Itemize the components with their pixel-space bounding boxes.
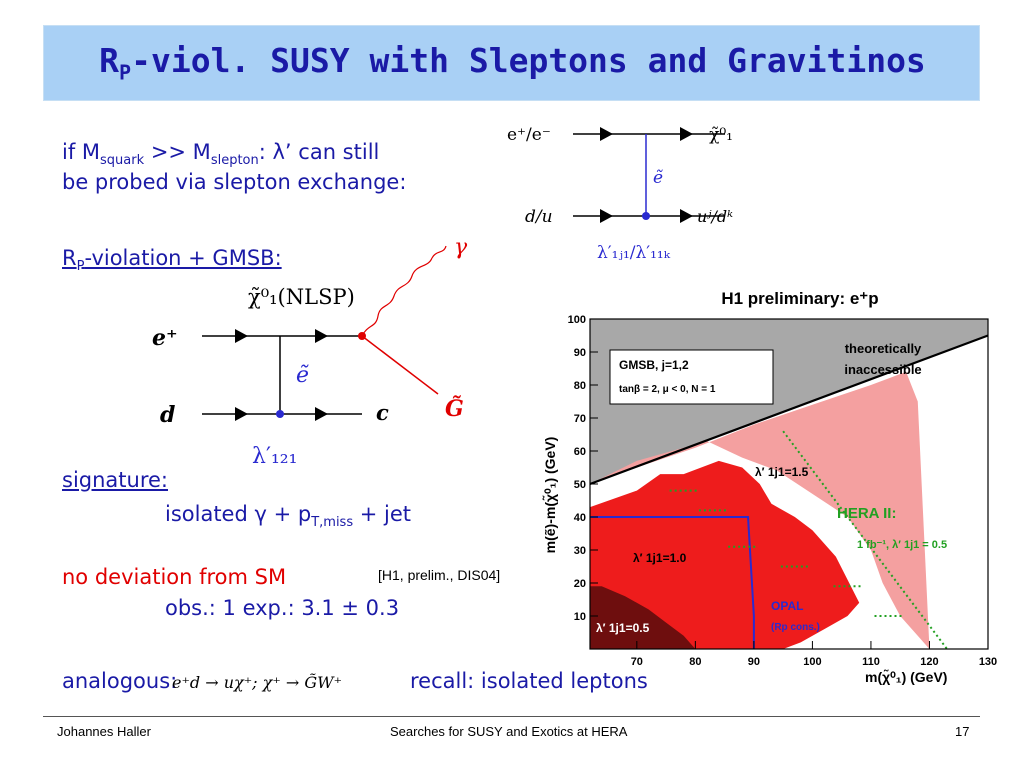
y-tick-label: 90 [574,347,586,359]
top-coupling-label: λ′₁ⱼ₁/λ′₁₁ₖ [597,243,671,263]
footer-talk: Searches for SUSY and Exotics at HERA [390,724,628,739]
signature-heading: signature: [62,468,168,492]
gmsb-heading: RP-violation + GMSB: [62,246,282,275]
opal-label: OPAL [771,599,803,613]
feynman-diagram-main: χ̃⁰₁(NLSP) γ G̃ e⁺ d c ẽ λ′₁₂₁ [152,235,468,469]
inaccessible-label-2: inaccessible [844,362,921,377]
y-tick-label: 60 [574,446,586,458]
gravitino-label: G̃ [445,396,464,422]
x-tick-label: 70 [631,656,643,668]
main-selectron-label: ẽ [296,363,309,388]
top-right-top-label: χ̃⁰₁ [709,125,733,145]
y-tick-label: 20 [574,578,586,590]
y-tick-label: 80 [574,380,586,392]
footer-author: Johannes Haller [57,724,151,739]
reference-text: [H1, prelim., DIS04] [378,567,501,583]
photon-label: γ [454,235,468,260]
slide-title: RP-viol. SUSY with Sleptons and Gravitin… [99,41,926,85]
main-left-top-label: e⁺ [152,325,178,351]
hera-projection-line [782,430,948,650]
label-lambda-10: λ′ 1j1=1.0 [633,551,687,565]
legend-line-2: tanβ = 2, μ < 0, N = 1 [619,384,716,395]
opal-sub-label: (Rp cons.) [771,622,820,633]
title-bar: RP-viol. SUSY with Sleptons and Gravitin… [43,25,980,101]
main-coupling-label: λ′₁₂₁ [252,444,297,469]
exclusion-plot: H1 preliminary: e⁺p 70 80 90 100 110 120 130 10… [541,289,997,685]
boundary-line [589,334,989,486]
x-tick-label: 80 [689,656,701,668]
exclusion-region-2 [590,586,696,649]
x-axis-label: m(χ̃⁰₁) (GeV) [865,668,947,685]
plot-title: H1 preliminary: e⁺p [721,289,878,308]
top-left-top-label: e⁺/e⁻ [507,125,551,145]
footer-page: 17 [955,724,970,739]
y-tick-label: 10 [574,611,586,623]
signature-text: isolated γ + pT,miss + jet [165,502,412,531]
intro-line-1: if Msquark >> Mslepton: λ’ can still [62,140,380,169]
main-left-bottom-label: d [160,402,175,428]
top-right-bottom-label: uʲ/dᵏ [697,207,733,226]
opal-limit-line [590,516,755,649]
x-tick-label: 130 [979,656,997,668]
label-lambda-15: λ′ 1j1=1.5 [755,465,809,479]
exclusion-region-1 [590,460,860,649]
analogous-label: analogous: [62,669,178,693]
x-tick-label: 120 [920,656,938,668]
analogous-formula: e⁺d → uχ⁺; χ⁺ → G̃W⁺ [172,673,343,692]
main-right-bottom-label: c [376,400,389,425]
y-tick-label: 40 [574,512,586,524]
y-tick-label: 50 [574,479,586,491]
exclusion-region-0 [590,371,930,649]
recall-text: recall: isolated leptons [410,669,648,693]
nlsp-label: χ̃⁰₁(NLSP) [248,285,355,309]
x-tick-label: 100 [803,656,821,668]
top-selectron-label: ẽ [653,168,663,188]
hera-sub-label: 1 fb⁻¹, λ′ 1j1 = 0.5 [857,539,947,551]
top-left-bottom-label: d/u [525,207,553,227]
label-lambda-05: λ′ 1j1=0.5 [596,621,650,635]
no-deviation-text: no deviation from SM [62,565,287,589]
x-tick-label: 110 [862,656,880,668]
obs-exp-text: obs.: 1 exp.: 3.1 ± 0.3 [165,596,400,620]
legend-line-1: GMSB, j=1,2 [619,358,689,372]
legend-box [609,349,774,405]
y-tick-label: 70 [574,413,586,425]
inaccessible-label-1: theoretically [845,341,922,356]
intro-line-2: be probed via slepton exchange: [62,170,407,194]
y-tick-label: 30 [574,545,586,557]
y-tick-label: 100 [568,314,586,326]
footer-rule [43,716,980,717]
hera-label: HERA II: [837,505,896,522]
y-axis-label: m(ẽ)-m(χ̃⁰₁) (GeV) [541,437,558,554]
x-tick-label: 90 [748,656,760,668]
feynman-diagram-top: e⁺/e⁻ d/u χ̃⁰₁ uʲ/dᵏ ẽ λ′₁ⱼ₁/λ′₁₁ₖ [507,125,733,263]
